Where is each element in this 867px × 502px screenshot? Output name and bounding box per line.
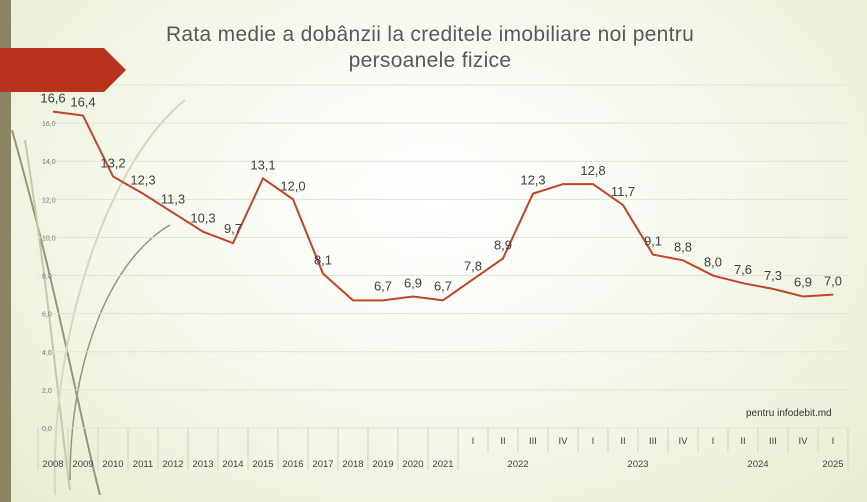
data-label: 13,1 [250, 157, 275, 172]
x-tick-label: 2012 [162, 459, 183, 470]
x-tick-label: 2015 [252, 459, 273, 470]
x-tick-label: IV [679, 436, 689, 447]
data-label: 9,7 [224, 221, 242, 236]
series-line [52, 110, 834, 302]
y-tick-label: 0,0 [42, 426, 52, 433]
decorative-curves [11, 99, 186, 496]
x-tick-label: III [769, 436, 777, 447]
x-tick-label: IV [559, 436, 569, 447]
decorative-arrow-banner [0, 48, 126, 92]
x-tick-label: 2021 [432, 459, 453, 470]
x-tick-label: 2016 [282, 459, 303, 470]
data-label: 12,3 [130, 173, 155, 188]
x-tick-label: 2020 [402, 459, 423, 470]
x-tick-label: 2013 [192, 459, 213, 470]
chart-title-line-1: Rata medie a dobânzii la creditele imobi… [165, 23, 695, 46]
x-tick-label: III [529, 436, 537, 447]
data-label: 7,6 [734, 262, 752, 277]
x-tick-label: 2019 [372, 459, 393, 470]
data-label: 13,2 [100, 155, 125, 170]
x-tick-label: 2010 [102, 459, 123, 470]
y-tick-label: 12,0 [42, 197, 56, 204]
data-label: 6,9 [794, 275, 812, 290]
x-tick-label: I [712, 436, 715, 447]
x-tick-label: I [832, 436, 835, 447]
data-label: 7,0 [824, 274, 842, 289]
data-label: 8,9 [494, 237, 512, 252]
data-label: 11,3 [161, 192, 185, 207]
decorative-side-bar [0, 0, 11, 502]
data-label: 8,1 [314, 253, 332, 268]
year-group-label: 2024 [747, 459, 768, 470]
data-label: 12,8 [580, 163, 605, 178]
x-tick-label: II [740, 436, 745, 447]
x-tick-label: II [500, 436, 505, 447]
x-tick-label: 2018 [342, 459, 363, 470]
data-label: 16,6 [40, 91, 65, 106]
data-label: 6,7 [374, 278, 392, 293]
x-tick-label: II [620, 436, 625, 447]
source-note: pentru infodebit.md [746, 408, 832, 419]
y-tick-label: 4,0 [42, 350, 52, 357]
y-tick-label: 16,0 [42, 121, 56, 128]
data-label: 11,7 [611, 184, 635, 199]
y-tick-label: 8,0 [42, 274, 52, 281]
chart-title-line-2: persoanele fizice [348, 49, 512, 72]
y-tick-label: 6,0 [42, 312, 52, 319]
x-tick-label: 2014 [222, 459, 243, 470]
data-label: 12,3 [520, 173, 545, 188]
year-group-label: 2022 [507, 459, 528, 470]
data-label: 12,0 [280, 178, 305, 193]
x-tick-label: 2009 [72, 459, 93, 470]
x-tick-label: 2011 [133, 459, 153, 470]
data-label: 7,8 [464, 258, 482, 273]
data-label: 8,0 [704, 255, 722, 270]
data-label: 8,8 [674, 239, 692, 254]
data-label: 16,4 [70, 94, 95, 109]
data-label: 6,9 [404, 276, 422, 291]
chart-title: Rata medie a dobânzii la creditele imobi… [120, 22, 740, 74]
x-tick-label: IV [799, 436, 809, 447]
data-label: 7,3 [764, 268, 782, 283]
data-label: 9,1 [644, 234, 662, 249]
x-tick-label: 2008 [42, 459, 63, 470]
data-label: 10,3 [190, 211, 215, 226]
y-tick-label: 2,0 [42, 388, 52, 395]
x-tick-label: III [649, 436, 657, 447]
y-tick-label: 10,0 [42, 235, 56, 242]
x-tick-label: I [592, 436, 595, 447]
x-tick-label: I [472, 436, 475, 447]
year-group-label: 2025 [822, 459, 843, 470]
year-group-label: 2023 [627, 459, 648, 470]
data-label: 6,7 [434, 278, 452, 293]
y-tick-label: 14,0 [42, 159, 56, 166]
x-tick-label: 2017 [312, 459, 333, 470]
